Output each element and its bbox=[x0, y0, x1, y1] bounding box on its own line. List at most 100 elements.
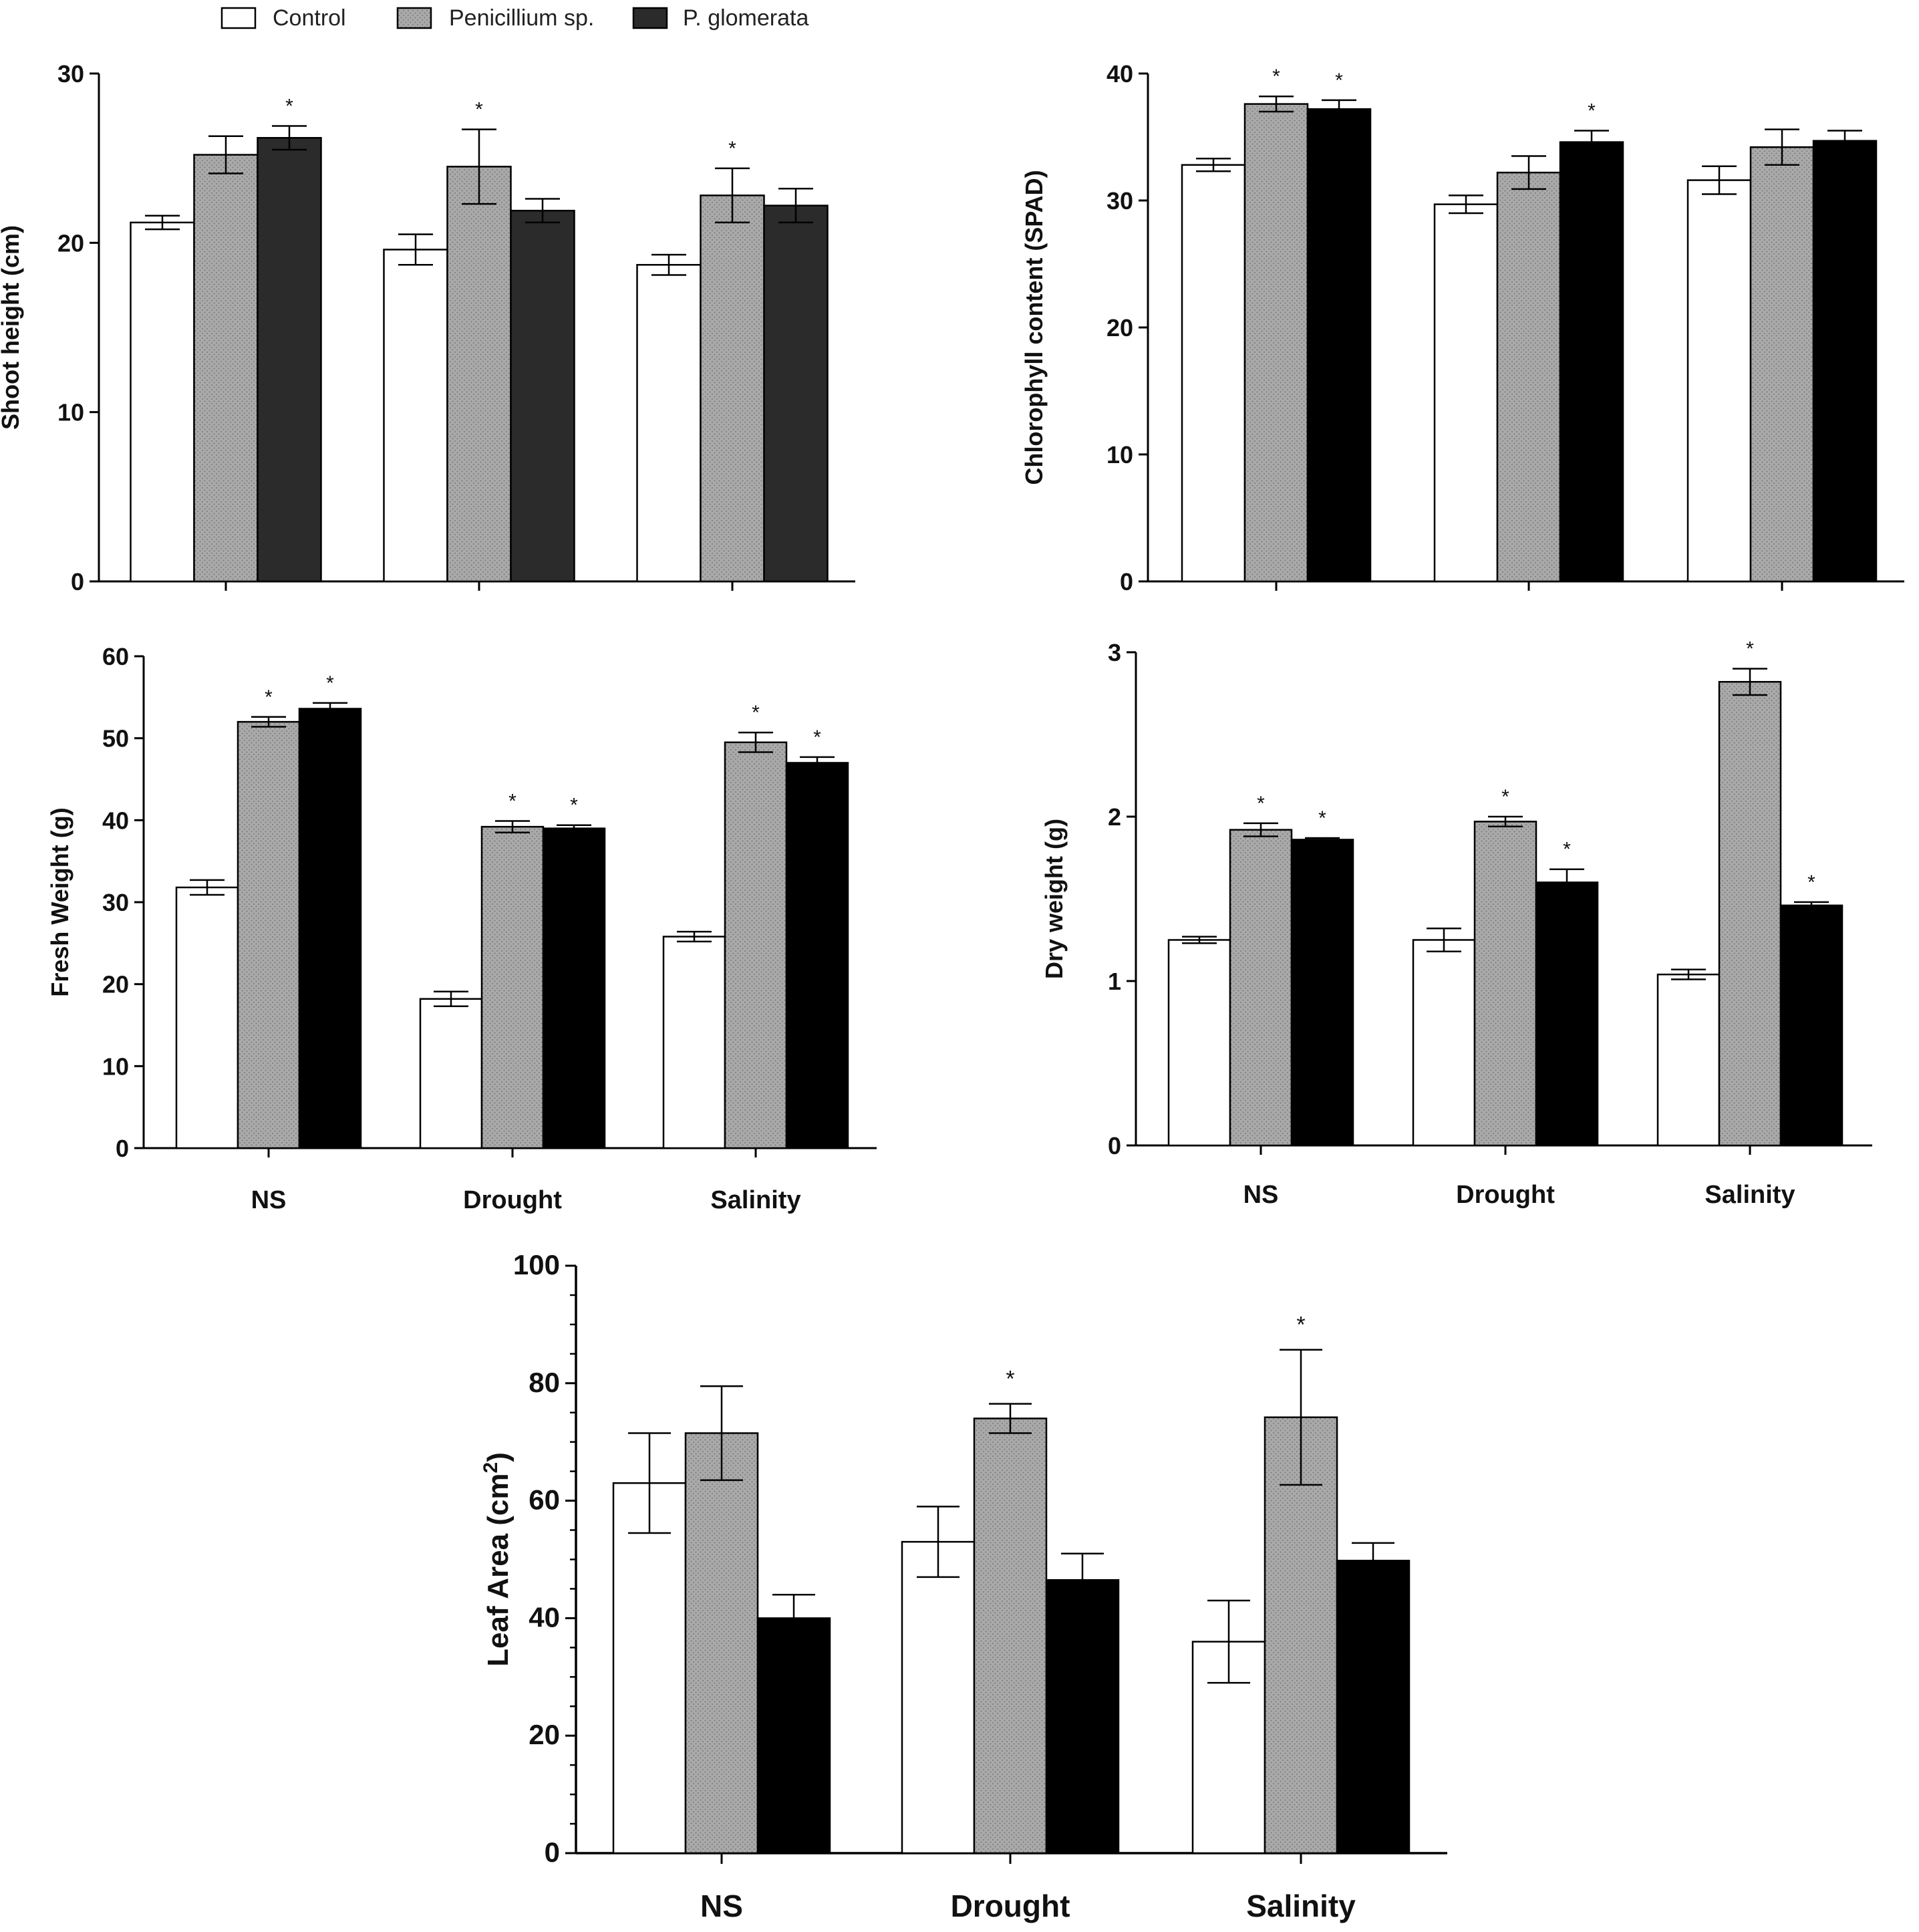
y-tick-label: 1 bbox=[1108, 968, 1121, 995]
bar-control-ns bbox=[612, 1482, 687, 1854]
significance-star: * bbox=[813, 726, 821, 748]
y-axis-label: Leaf Area (cm2) bbox=[480, 1452, 514, 1667]
bar-glomerata-salinity bbox=[785, 762, 849, 1149]
legend-item-glomerata: P. glomerata bbox=[632, 5, 808, 31]
bar-penicillium-ns bbox=[684, 1432, 759, 1854]
bar-control-ns bbox=[1167, 939, 1231, 1147]
bar-penicillium-salinity bbox=[1718, 681, 1782, 1147]
x-tick-label-drought: Drought bbox=[463, 1186, 562, 1214]
significance-star: * bbox=[1272, 65, 1280, 88]
significance-star: * bbox=[1746, 638, 1754, 660]
y-tick-label: 30 bbox=[102, 889, 129, 916]
bar-control-ns bbox=[1181, 164, 1246, 583]
bar-glomerata-ns bbox=[756, 1617, 831, 1854]
x-tick-label-salinity: Salinity bbox=[1246, 1889, 1356, 1923]
x-tick-label-ns: NS bbox=[700, 1889, 743, 1923]
y-tick-label: 20 bbox=[1106, 314, 1133, 341]
y-axis-label-text: Dry weight (g) bbox=[1040, 819, 1068, 979]
x-tick-label-drought: Drought bbox=[951, 1889, 1070, 1923]
y-axis-label-text: Chlorophyll content (SPAD) bbox=[1020, 170, 1048, 485]
legend-label-glomerata: P. glomerata bbox=[683, 5, 808, 31]
y-axis-label-sup: 2 bbox=[480, 1462, 502, 1474]
y-tick-label: 30 bbox=[1106, 187, 1133, 215]
y-tick-label: 40 bbox=[102, 807, 129, 834]
bar-glomerata-drought bbox=[510, 209, 575, 583]
y-tick-label: 50 bbox=[102, 725, 129, 752]
significance-star: * bbox=[1296, 1313, 1305, 1338]
x-tick-label-salinity: Salinity bbox=[710, 1186, 800, 1214]
y-tick-label: 3 bbox=[1108, 639, 1121, 666]
chart-dry-weight: 0 1 2 3 Dry weight (g) NS Drought Salinity * * * * *… bbox=[1040, 638, 1872, 1209]
y-tick-label: 0 bbox=[116, 1135, 129, 1162]
bar-penicillium-ns bbox=[1229, 829, 1293, 1147]
x-tick-label-salinity: Salinity bbox=[1705, 1181, 1795, 1209]
y-tick-label: 40 bbox=[529, 1601, 560, 1633]
bar-control-drought bbox=[901, 1540, 976, 1854]
legend-label-penicillium: Penicillium sp. bbox=[449, 5, 594, 31]
y-tick-label: 0 bbox=[71, 568, 84, 595]
bar-glomerata-salinity bbox=[1812, 140, 1878, 583]
legend-item-penicillium: Penicillium sp. bbox=[396, 5, 594, 31]
significance-star: * bbox=[1501, 786, 1509, 808]
x-tick-label-ns: NS bbox=[251, 1186, 287, 1214]
y-tick-label: 10 bbox=[102, 1053, 129, 1080]
legend-swatch-glomerata bbox=[632, 7, 668, 29]
significance-star: * bbox=[508, 791, 516, 813]
bar-penicillium-salinity bbox=[724, 741, 788, 1149]
bar-glomerata-drought bbox=[1535, 881, 1599, 1147]
legend-label-control: Control bbox=[273, 5, 346, 31]
y-axis-label-text: Shoot height (cm) bbox=[0, 225, 24, 430]
significance-star: * bbox=[1257, 793, 1265, 815]
bar-control-drought bbox=[1433, 203, 1499, 583]
significance-star: * bbox=[752, 702, 760, 724]
y-tick-label: 10 bbox=[57, 399, 84, 426]
y-tick-label: 80 bbox=[529, 1367, 560, 1398]
bar-control-drought bbox=[383, 249, 448, 583]
y-tick-label: 0 bbox=[1120, 568, 1133, 595]
legend: Control Penicillium sp. P. glomerata bbox=[220, 5, 808, 31]
bar-penicillium-ns bbox=[1243, 103, 1309, 583]
legend-item-control: Control bbox=[220, 5, 346, 31]
bar-control-salinity bbox=[1686, 179, 1752, 583]
y-tick-label: 20 bbox=[57, 229, 84, 257]
y-axis-label: Dry weight (g) bbox=[1040, 819, 1068, 979]
significance-star: * bbox=[1563, 839, 1571, 861]
legend-swatch-control bbox=[220, 7, 257, 29]
bar-penicillium-salinity bbox=[1264, 1416, 1338, 1854]
y-axis-label: Fresh Weight (g) bbox=[46, 807, 73, 996]
significance-star: * bbox=[285, 96, 293, 118]
bar-glomerata-drought bbox=[1559, 141, 1624, 583]
chart-leaf-area: 0 20 40 60 80 100 Leaf Area (cm2) NS Drought Sali… bbox=[480, 1249, 1447, 1923]
bar-penicillium-salinity bbox=[700, 194, 765, 583]
significance-star: * bbox=[728, 138, 736, 160]
significance-star: * bbox=[570, 795, 578, 817]
x-tick-label-drought: Drought bbox=[1456, 1181, 1555, 1209]
bar-penicillium-ns bbox=[237, 720, 301, 1149]
bar-glomerata-ns bbox=[1306, 108, 1372, 583]
bar-control-salinity bbox=[662, 936, 726, 1149]
bar-control-drought bbox=[419, 998, 483, 1149]
bar-control-ns bbox=[130, 221, 195, 583]
significance-star: * bbox=[1006, 1367, 1014, 1392]
chart-shoot-height: 0 10 20 30 Shoot height (cm) * * * bbox=[0, 60, 855, 595]
y-axis-label-text: Leaf Area (cm bbox=[482, 1473, 514, 1666]
y-axis-label: Shoot height (cm) bbox=[0, 225, 24, 430]
y-axis-label-end: ) bbox=[482, 1452, 514, 1462]
bar-control-salinity bbox=[1656, 973, 1721, 1147]
bar-penicillium-ns bbox=[193, 154, 259, 583]
significance-star: * bbox=[475, 99, 483, 121]
y-tick-label: 20 bbox=[529, 1719, 560, 1750]
y-tick-label: 20 bbox=[102, 971, 129, 998]
significance-star: * bbox=[1807, 871, 1815, 893]
bar-control-salinity bbox=[636, 264, 702, 583]
y-axis-label: Chlorophyll content (SPAD) bbox=[1020, 170, 1048, 485]
y-axis-label-text: Fresh Weight (g) bbox=[46, 807, 73, 996]
legend-swatch-penicillium bbox=[396, 7, 432, 29]
y-tick-label: 60 bbox=[102, 643, 129, 670]
y-tick-label: 40 bbox=[1106, 60, 1133, 88]
y-tick-label: 0 bbox=[545, 1836, 560, 1868]
bar-glomerata-ns bbox=[298, 708, 362, 1149]
bar-glomerata-drought bbox=[542, 827, 606, 1149]
bar-penicillium-salinity bbox=[1749, 146, 1815, 583]
